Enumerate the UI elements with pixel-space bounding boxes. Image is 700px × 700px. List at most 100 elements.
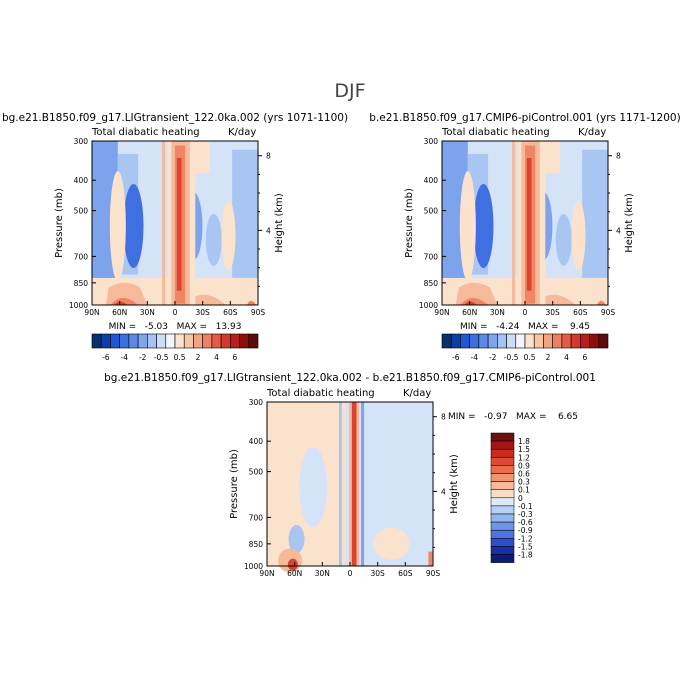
case-title: bg.e21.B1850.f09_g17.LIGtransient_122.0k… [104, 372, 596, 384]
field-subsidence-north [123, 184, 144, 269]
y-axis-label: Pressure (mb) [54, 188, 65, 258]
y-tick-label: 300 [74, 137, 89, 146]
colorbar-label: 1.2 [518, 453, 530, 462]
field-convection-north-blue [338, 402, 342, 566]
y2-axis-label: Height (km) [449, 454, 460, 514]
colorbar-label: -6 [452, 353, 460, 362]
x-tick-label: 0 [348, 569, 353, 578]
colorbar-label: 6 [233, 353, 238, 362]
y2-axis-label: Height (km) [624, 193, 635, 253]
field-heating-north-peak [287, 558, 298, 571]
field-convection-north-strip [162, 141, 166, 305]
field-heating-north-peak [464, 301, 478, 305]
colorbar-label: 2 [196, 353, 201, 362]
colorbar-box [119, 333, 130, 349]
min-max-text: MIN = -4.24 MAX = 9.45 [460, 322, 590, 332]
colorbar-box [515, 333, 526, 349]
y2-tick-label: 4 [266, 226, 271, 235]
colorbar-label: -0.9 [518, 526, 533, 535]
y-tick-label: 1000 [419, 301, 438, 310]
field-cool-north [299, 447, 328, 528]
y-tick-label: 850 [249, 540, 264, 549]
colorbar-box [211, 333, 222, 349]
min-max-text: MIN = -0.97 MAX = 6.65 [448, 412, 578, 422]
colorbar-box [552, 333, 563, 349]
y2-tick-label: 8 [266, 152, 271, 161]
field-polar-south [428, 551, 433, 566]
colorbar-box [239, 333, 250, 349]
variable-label: Total diabatic heating [441, 127, 550, 138]
y-tick-label: 700 [249, 513, 264, 522]
y-tick-label: 400 [424, 176, 439, 185]
x-tick-label: 90S [251, 308, 266, 317]
colorbar-label: -1.5 [518, 542, 533, 551]
colorbar-label: 0.5 [174, 353, 186, 362]
field-convection-south-blue [361, 402, 365, 566]
colorbar-label: 4 [214, 353, 219, 362]
x-tick-label: 90N [259, 569, 274, 578]
x-tick-label: 90N [84, 308, 99, 317]
colorbar-box [490, 521, 515, 531]
field-convection-peak [526, 158, 532, 291]
x-tick-label: 90S [426, 569, 441, 578]
field-blue-midlat-south [205, 213, 222, 266]
colorbar-box [202, 333, 213, 349]
colorbar-label: 6 [583, 353, 588, 362]
field-heating-north [105, 282, 148, 305]
colorbar-label: -4 [471, 353, 479, 362]
colorbar-box [248, 333, 259, 349]
field-convection-north-strip [512, 141, 516, 305]
panel-difference: bg.e21.B1850.f09_g17.LIGtransient_122.0k… [104, 372, 596, 578]
x-tick-label: 30N [315, 569, 330, 578]
colorbar-label: 0 [518, 494, 523, 503]
field-blue-south [232, 149, 258, 291]
case-title: b.e21.B1850.f09_g17.CMIP6-piControl.001 … [369, 112, 680, 124]
panel-lig: bg.e21.B1850.f09_g17.LIGtransient_122.0k… [2, 112, 348, 332]
field-convection-core [351, 402, 357, 566]
colorbar-box [580, 333, 590, 349]
colorbar-label: -0.1 [518, 502, 533, 511]
axes: 90N 60N 30N 0 30S 60S 90S 300 400 500 700 850 1000 8 4 [244, 398, 446, 578]
colorbar-label: -2 [139, 353, 147, 362]
colorbar-label: 4 [564, 353, 569, 362]
x-tick-label: 60S [573, 308, 588, 317]
colorbar-box [490, 489, 515, 499]
colorbar-label: 2 [546, 353, 551, 362]
field-heating-polar [596, 300, 607, 305]
x-tick-label: 60N [112, 308, 127, 317]
colorbar-label: 0.3 [518, 478, 530, 487]
field-warm-south [373, 527, 410, 560]
colorbar-box [490, 481, 515, 490]
colorbar-box [487, 333, 498, 349]
units-label: K/day [403, 388, 431, 399]
field-warm-south [221, 200, 236, 271]
colorbar-box [128, 333, 139, 349]
y-tick-label: 700 [74, 252, 89, 261]
field-warm-upper [541, 141, 561, 174]
field-heating-polar [246, 300, 257, 305]
axes: 90N 60N 30N 0 30S 60S 90S 300 400 500 700 850 1000 8 4 [69, 137, 271, 317]
field-convection-peak [176, 158, 182, 291]
case-title: bg.e21.B1850.f09_g17.LIGtransient_122.0k… [2, 112, 348, 124]
y-axis-label: Pressure (mb) [404, 188, 415, 258]
colorbar-difference: 1.81.51.20.90.60.30.10-0.1-0.3-0.6-0.9-1… [490, 432, 533, 563]
colorbar-box [490, 505, 515, 515]
x-tick-label: 30S [371, 569, 386, 578]
colorbar-box [193, 333, 203, 349]
variable-label: Total diabatic heating [266, 388, 375, 399]
colorbar-box [524, 333, 535, 349]
colorbar-box [460, 333, 470, 349]
x-tick-label: 0 [523, 308, 528, 317]
colorbar-box [100, 333, 111, 349]
colorbar-left: -6 -4 -2 -0.5 0.5 2 4 6 [91, 333, 259, 362]
colorbar-box [598, 333, 609, 349]
field-blue-south [582, 149, 608, 291]
x-tick-label: 30N [140, 308, 155, 317]
field-cool-north-low [288, 524, 305, 553]
y-tick-label: 850 [74, 279, 89, 288]
colorbar-box [450, 333, 461, 349]
x-tick-label: 90N [434, 308, 449, 317]
x-tick-label: 60S [223, 308, 238, 317]
colorbar-label: 1.5 [518, 445, 530, 454]
y-tick-label: 500 [424, 207, 439, 216]
